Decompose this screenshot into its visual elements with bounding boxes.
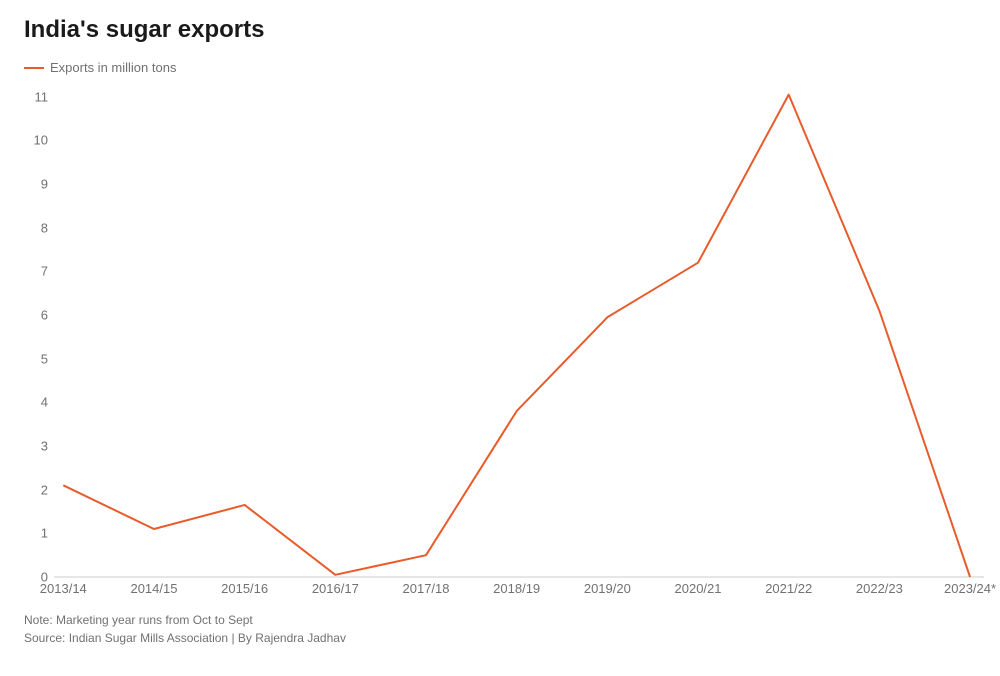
footer-note: Note: Marketing year runs from Oct to Se… xyxy=(24,611,976,629)
y-tick-label: 4 xyxy=(41,395,48,410)
chart-legend: Exports in million tons xyxy=(24,60,976,75)
x-tick-label: 2014/15 xyxy=(130,581,177,596)
y-tick-label: 2 xyxy=(41,482,48,497)
y-tick-label: 6 xyxy=(41,308,48,323)
y-axis: 01234567891011 xyxy=(24,87,54,597)
x-tick-label: 2023/24* xyxy=(944,581,996,596)
x-tick-label: 2013/14 xyxy=(40,581,87,596)
x-tick-label: 2022/23 xyxy=(856,581,903,596)
y-tick-label: 1 xyxy=(41,526,48,541)
legend-label: Exports in million tons xyxy=(50,60,176,75)
y-tick-label: 8 xyxy=(41,220,48,235)
x-tick-label: 2017/18 xyxy=(403,581,450,596)
y-tick-label: 7 xyxy=(41,264,48,279)
footer-source: Source: Indian Sugar Mills Association |… xyxy=(24,629,976,647)
y-tick-label: 9 xyxy=(41,177,48,192)
y-tick-label: 11 xyxy=(35,89,49,104)
x-tick-label: 2019/20 xyxy=(584,581,631,596)
plot-area xyxy=(54,87,984,577)
x-tick-label: 2020/21 xyxy=(675,581,722,596)
chart-footer: Note: Marketing year runs from Oct to Se… xyxy=(24,611,976,647)
x-axis: 2013/142014/152015/162016/172017/182018/… xyxy=(54,577,984,597)
x-tick-label: 2016/17 xyxy=(312,581,359,596)
chart-title: India's sugar exports xyxy=(24,16,976,44)
data-line xyxy=(63,95,970,577)
y-tick-label: 3 xyxy=(41,439,48,454)
plot-svg xyxy=(54,87,984,577)
y-tick-label: 5 xyxy=(41,351,48,366)
y-tick-label: 10 xyxy=(34,133,48,148)
chart-container: India's sugar exports Exports in million… xyxy=(0,0,1000,676)
legend-swatch xyxy=(24,67,44,69)
chart-area: 01234567891011 2013/142014/152015/162016… xyxy=(24,87,984,597)
x-tick-label: 2015/16 xyxy=(221,581,268,596)
x-tick-label: 2018/19 xyxy=(493,581,540,596)
x-tick-label: 2021/22 xyxy=(765,581,812,596)
